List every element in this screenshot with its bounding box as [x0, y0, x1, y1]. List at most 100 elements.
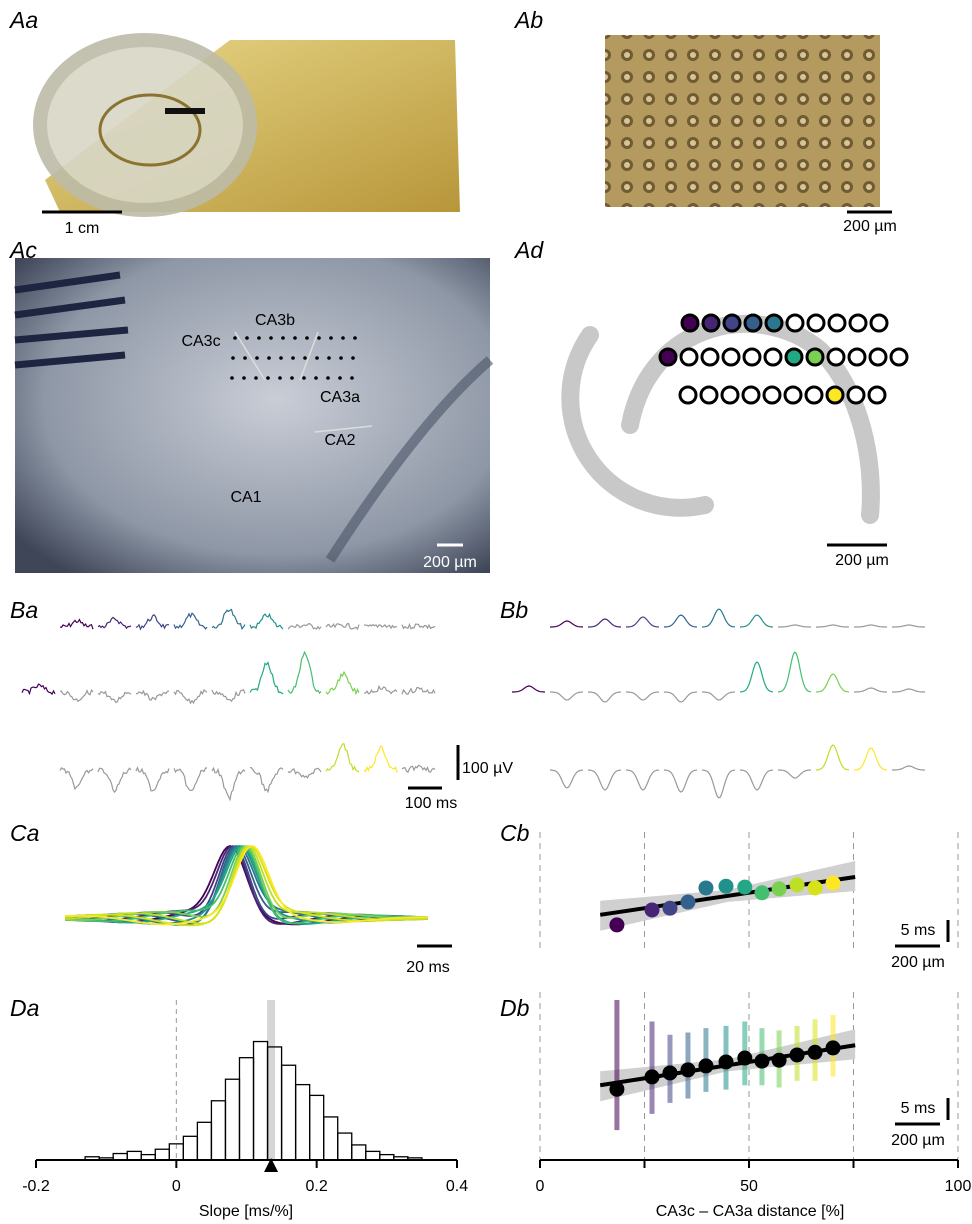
trace	[402, 688, 435, 695]
point	[662, 1065, 677, 1080]
electrode-dot	[339, 356, 343, 360]
photo-ac	[15, 258, 490, 573]
electrode-dot	[281, 336, 285, 340]
region-label: CA1	[230, 489, 261, 506]
point	[680, 895, 695, 910]
trace	[626, 617, 659, 627]
electrode-dot	[305, 336, 309, 340]
panel-label: Cb	[500, 820, 530, 846]
x-tick-label: 100	[945, 1178, 972, 1195]
electrode	[828, 349, 844, 365]
electrode	[682, 315, 698, 331]
trace	[65, 846, 428, 924]
trace	[816, 625, 849, 627]
trace	[250, 663, 283, 695]
x-tick-label: -0.2	[22, 1178, 50, 1195]
trace	[250, 614, 283, 629]
histogram-bar	[197, 1122, 211, 1160]
region-label: CA3a	[320, 389, 360, 406]
trace	[550, 692, 583, 700]
electrode	[745, 315, 761, 331]
electrode	[871, 315, 887, 331]
electrode	[660, 349, 676, 365]
trace	[626, 692, 659, 700]
electrode-dot	[242, 376, 246, 380]
histogram-bar	[239, 1058, 253, 1160]
electrode	[806, 387, 822, 403]
median-band	[267, 1000, 275, 1160]
point	[790, 877, 805, 892]
point	[645, 902, 660, 917]
trace	[212, 610, 245, 629]
electrode-dot	[230, 376, 234, 380]
trace	[702, 770, 735, 798]
electrode-dot	[293, 336, 297, 340]
point	[698, 1058, 713, 1073]
scale-label: 5 ms	[901, 1100, 936, 1117]
electrode	[701, 387, 717, 403]
electrode-dot	[329, 336, 333, 340]
electrode	[723, 349, 739, 365]
electrode	[786, 349, 802, 365]
trace	[65, 846, 428, 924]
trace	[664, 770, 697, 792]
photo-ab	[605, 35, 880, 207]
electrode-dot	[243, 356, 247, 360]
trace	[588, 619, 621, 627]
trace	[588, 692, 621, 702]
trace	[212, 768, 245, 799]
x-axis-label: Slope [ms/%]	[199, 1203, 293, 1220]
point	[609, 917, 624, 932]
figure: 1 cm 200 µm 200 µm 200 µm CA3c CA3b CA3a…	[0, 0, 972, 1224]
electrode	[848, 387, 864, 403]
trace	[892, 689, 925, 692]
scale-label: 200 µm	[891, 954, 945, 971]
trace	[326, 672, 359, 694]
trace	[288, 652, 321, 693]
trace	[98, 617, 131, 628]
trace	[65, 846, 428, 924]
point	[826, 1040, 841, 1055]
electrode-dot	[269, 336, 273, 340]
trace	[702, 609, 735, 627]
trace	[326, 624, 359, 630]
trace	[702, 692, 735, 700]
electrode	[703, 315, 719, 331]
trace	[854, 625, 887, 627]
panel-label: Ab	[513, 7, 543, 33]
panel-label: Ca	[10, 820, 39, 846]
trace	[136, 691, 169, 700]
trace	[65, 846, 428, 924]
trace	[288, 624, 321, 630]
electrode-dot	[302, 376, 306, 380]
point	[737, 880, 752, 895]
point	[719, 879, 734, 894]
electrode	[808, 315, 824, 331]
trace	[588, 770, 621, 790]
trace	[550, 621, 583, 627]
point	[808, 880, 823, 895]
trace	[250, 768, 283, 792]
scale-label: 200 µm	[843, 218, 897, 235]
electrode-dot	[350, 376, 354, 380]
trace	[22, 684, 55, 694]
trace	[740, 615, 773, 627]
histogram-bar	[310, 1095, 324, 1160]
trace	[60, 690, 93, 701]
histogram-bar	[127, 1151, 141, 1160]
trace	[778, 652, 811, 692]
electrode-dot	[278, 376, 282, 380]
electrode	[850, 315, 866, 331]
electrode-dot	[267, 356, 271, 360]
x-tick-label: 0.2	[306, 1178, 328, 1195]
electrode	[724, 315, 740, 331]
electrode-dot	[317, 336, 321, 340]
point	[645, 1069, 660, 1084]
trace	[816, 745, 849, 770]
x-tick-label: 50	[740, 1178, 758, 1195]
trace	[65, 846, 428, 924]
histogram-bar	[296, 1085, 310, 1160]
point	[737, 1051, 752, 1066]
trace	[402, 624, 435, 629]
electrode	[766, 315, 782, 331]
